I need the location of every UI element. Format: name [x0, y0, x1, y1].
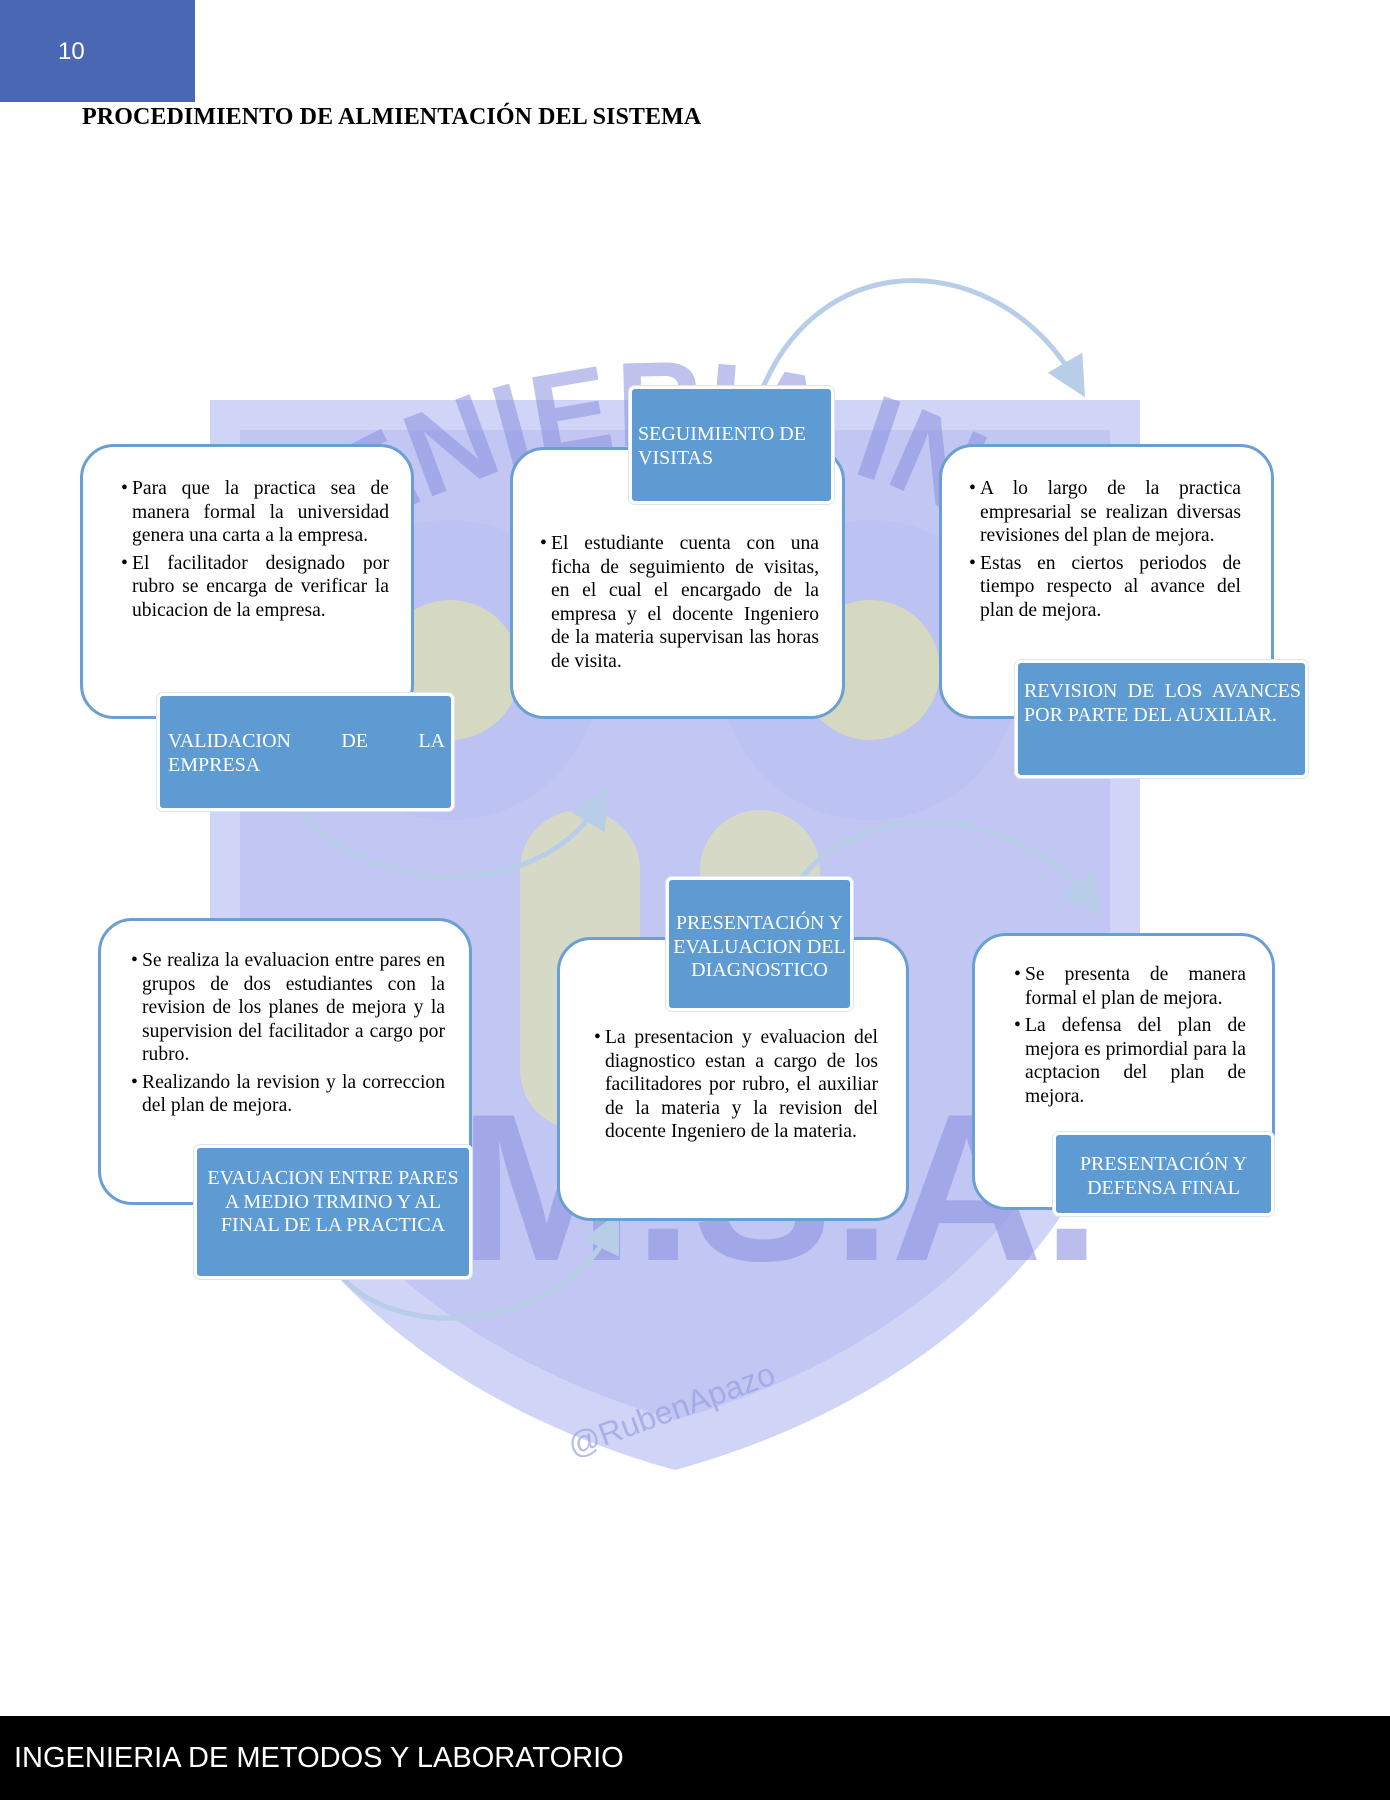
- page-number-badge: 10: [0, 0, 195, 102]
- step-bullets: La presentacion y evaluacion del diagnos…: [594, 1026, 878, 1148]
- footer-text: INGENIERIA DE METODOS Y LABORATORIO: [14, 1742, 624, 1774]
- bullet-item: Realizando la revision y la correccion d…: [131, 1071, 445, 1118]
- step-label-presentacion: PRESENTACIÓN Y EVALUACION DEL DIAGNOSTIC…: [666, 877, 853, 1011]
- bullet-item: El facilitador designado por rubro se en…: [121, 552, 389, 623]
- step-label-validacion: VALIDACION DE LA EMPRESA: [157, 693, 454, 811]
- bullet-item: Para que la practica sea de manera forma…: [121, 477, 389, 548]
- bullet-item: El estudiante cuenta con una ficha de se…: [540, 532, 819, 673]
- step-card-validacion: Para que la practica sea de manera forma…: [80, 444, 414, 719]
- step-bullets: El estudiante cuenta con una ficha de se…: [540, 532, 819, 677]
- step-bullets: Para que la practica sea de manera forma…: [121, 477, 389, 626]
- page-number: 10: [58, 38, 85, 65]
- bullet-item: La presentacion y evaluacion del diagnos…: [594, 1026, 878, 1144]
- step-label-seguimiento: SEGUIMIENTO DE VISITAS: [629, 386, 834, 504]
- step-label-defensa: PRESENTACIÓN Y DEFENSA FINAL: [1053, 1132, 1274, 1216]
- bullet-item: Estas en ciertos periodos de tiempo resp…: [969, 552, 1241, 623]
- bullet-item: La defensa del plan de mejora es primord…: [1014, 1014, 1246, 1108]
- bullet-item: Se presenta de manera formal el plan de …: [1014, 963, 1246, 1010]
- step-bullets: Se realiza la evaluacion entre pares en …: [131, 949, 445, 1122]
- step-bullets: A lo largo de la practica empresarial se…: [969, 477, 1241, 626]
- step-bullets: Se presenta de manera formal el plan de …: [1014, 963, 1246, 1112]
- page-footer: INGENIERIA DE METODOS Y LABORATORIO: [0, 1716, 1390, 1800]
- bullet-item: Se realiza la evaluacion entre pares en …: [131, 949, 445, 1067]
- step-label-revision: REVISION DE LOS AVANCES POR PARTE DEL AU…: [1015, 660, 1308, 778]
- step-label-evaluacion: EVAUACION ENTRE PARES A MEDIO TRMINO Y A…: [194, 1145, 472, 1279]
- page-title: PROCEDIMIENTO DE ALMIENTACIÓN DEL SISTEM…: [82, 104, 702, 130]
- bullet-item: A lo largo de la practica empresarial se…: [969, 477, 1241, 548]
